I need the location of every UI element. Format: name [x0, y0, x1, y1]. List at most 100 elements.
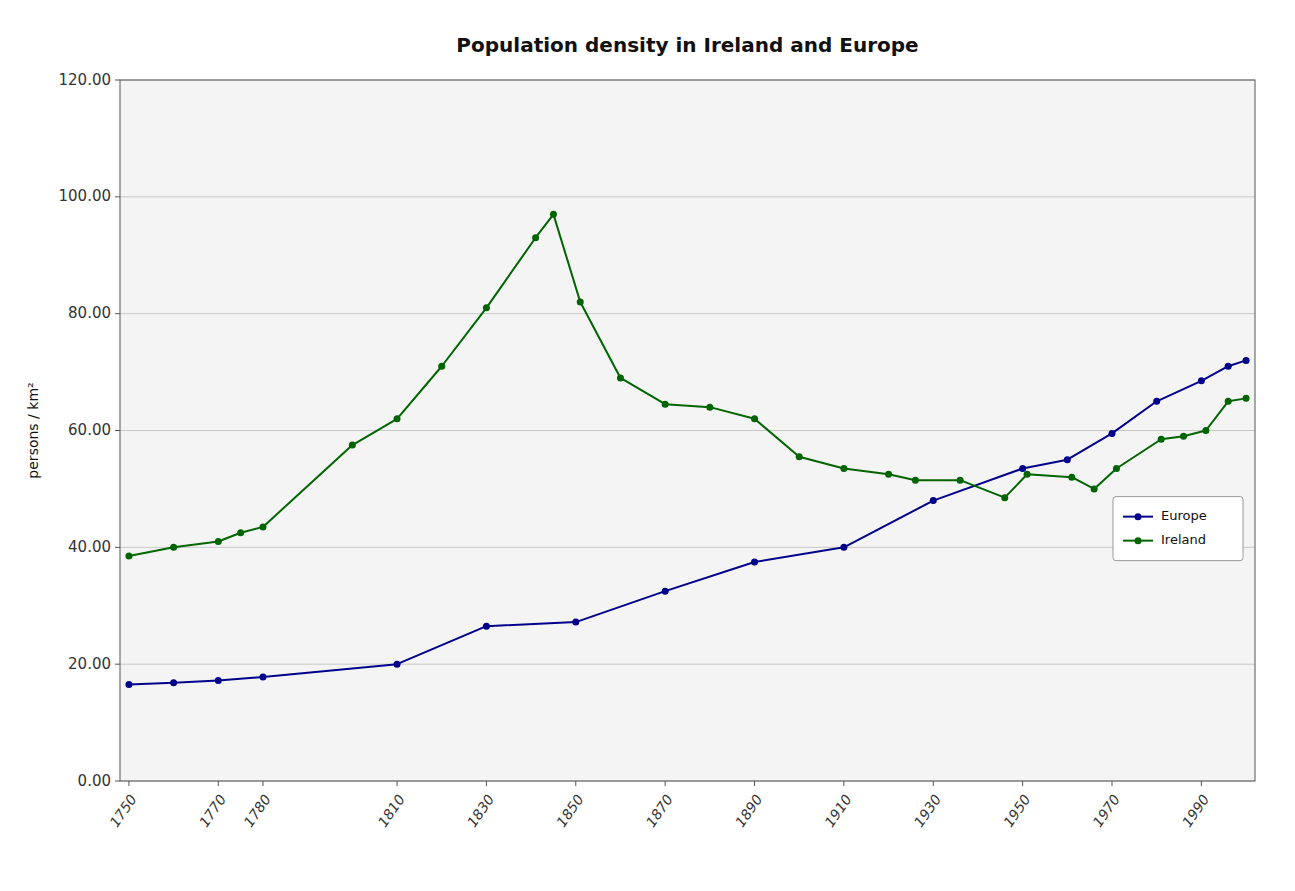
tick-label: 120.00: [59, 71, 112, 89]
grid-line: [120, 430, 1255, 431]
tick-mark: [115, 664, 120, 665]
point-marker: [1001, 494, 1008, 501]
plot-area: [125, 211, 1249, 688]
point-marker: [912, 477, 919, 484]
point-marker: [394, 415, 401, 422]
tick-mark: [575, 781, 576, 786]
point-marker: [215, 538, 222, 545]
grid-line: [120, 547, 1255, 548]
tick-label: 1850: [553, 791, 587, 829]
tick-label: 0.00: [78, 772, 111, 790]
point-marker: [1019, 465, 1026, 472]
point-marker: [617, 374, 624, 381]
axis-label: persons / km²: [25, 382, 41, 478]
point-marker: [751, 558, 758, 565]
point-marker: [125, 553, 132, 560]
point-marker: [840, 465, 847, 472]
tick-label: 1930: [911, 791, 945, 829]
tick-mark: [115, 196, 120, 197]
point-marker: [1153, 398, 1160, 405]
point-marker: [1198, 377, 1205, 384]
title: Population density in Ireland and Europe: [456, 33, 918, 57]
tick-mark: [1201, 781, 1202, 786]
point-marker: [885, 471, 892, 478]
legend: Europe Ireland: [1113, 497, 1243, 561]
tick-label: 20.00: [68, 655, 111, 673]
point-marker: [572, 619, 579, 626]
tick-label: 1950: [1000, 791, 1034, 829]
chart: 0.0020.0040.0060.0080.00100.00120.001750…: [0, 0, 1295, 891]
point-marker: [1068, 474, 1075, 481]
point-marker: [751, 415, 758, 422]
tick-mark: [665, 781, 666, 786]
point-marker: [930, 497, 937, 504]
point-marker: [237, 529, 244, 536]
tick-label: 1890: [732, 791, 766, 829]
point-marker: [1113, 465, 1120, 472]
point-marker: [170, 544, 177, 551]
point-marker: [1091, 485, 1098, 492]
tick-mark: [843, 781, 844, 786]
point-marker: [1202, 427, 1209, 434]
tick-label: 1770: [196, 791, 230, 829]
point-marker: [394, 661, 401, 668]
point-marker: [259, 523, 266, 530]
tick-mark: [1112, 781, 1113, 786]
legend-swatch-marker: [1135, 513, 1142, 520]
legend-label: Europe: [1161, 508, 1207, 523]
tick-label: 1990: [1179, 791, 1213, 829]
tick-mark: [262, 781, 263, 786]
tick-mark: [1022, 781, 1023, 786]
point-marker: [1225, 363, 1232, 370]
point-marker: [662, 588, 669, 595]
legend-label: Ireland: [1161, 532, 1206, 547]
point-marker: [957, 477, 964, 484]
point-marker: [1243, 395, 1250, 402]
grid-line: [120, 196, 1255, 197]
point-marker: [215, 677, 222, 684]
point-marker: [1225, 398, 1232, 405]
tick-label: 1870: [643, 791, 677, 829]
tick-mark: [115, 313, 120, 314]
legend-swatch-marker: [1135, 537, 1142, 544]
tick-mark: [486, 781, 487, 786]
grid-line: [120, 313, 1255, 314]
tick-mark: [933, 781, 934, 786]
tick-label: 1970: [1089, 791, 1123, 829]
plot-background: [120, 80, 1255, 781]
point-marker: [483, 304, 490, 311]
tick-label: 80.00: [68, 304, 111, 322]
point-marker: [532, 234, 539, 241]
point-marker: [1109, 430, 1116, 437]
tick-mark: [397, 781, 398, 786]
point-marker: [349, 442, 356, 449]
legend-box: [1113, 497, 1243, 561]
point-marker: [483, 623, 490, 630]
tick-label: 1830: [464, 791, 498, 829]
tick-label: 100.00: [59, 187, 112, 205]
tick-label: 1780: [240, 791, 274, 829]
point-marker: [1158, 436, 1165, 443]
tick-label: 1810: [374, 791, 408, 829]
point-marker: [577, 298, 584, 305]
tick-mark: [754, 781, 755, 786]
grid-line: [120, 664, 1255, 665]
point-marker: [706, 404, 713, 411]
tick-mark: [115, 547, 120, 548]
point-marker: [840, 544, 847, 551]
tick-label: 1910: [821, 791, 855, 829]
tick-mark: [115, 781, 120, 782]
point-marker: [259, 674, 266, 681]
point-marker: [796, 453, 803, 460]
tick-mark: [115, 430, 120, 431]
point-marker: [438, 363, 445, 370]
tick-label: 1750: [106, 791, 140, 829]
series-line: [129, 360, 1246, 684]
point-marker: [1180, 433, 1187, 440]
tick-mark: [128, 781, 129, 786]
tick-mark: [115, 80, 120, 81]
point-marker: [1243, 357, 1250, 364]
point-marker: [125, 681, 132, 688]
point-marker: [1024, 471, 1031, 478]
plot-frame: [120, 80, 1255, 781]
